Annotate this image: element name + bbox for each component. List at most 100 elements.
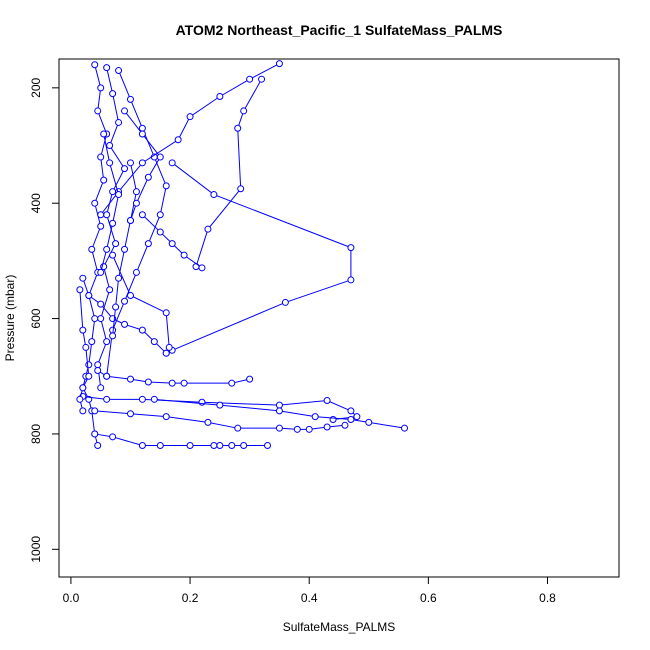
data-point [138,124,146,132]
data-point [138,326,146,334]
data-point [85,372,93,380]
data-point [94,107,102,115]
data-point [216,441,224,449]
data-point [126,292,134,299]
series-line [195,78,262,267]
data-point [281,298,289,306]
data-point [126,375,134,383]
data-point [97,315,105,323]
data-point [94,366,102,374]
series-line [100,63,280,216]
series-line [112,254,170,348]
data-point [323,423,331,431]
data-point [115,274,123,282]
data-point [97,384,105,392]
x-tick-label: 0.8 [539,591,556,605]
data-point [144,240,152,248]
data-point [103,372,111,380]
data-point [150,395,158,403]
data-point [109,251,117,259]
data-point [85,361,93,369]
data-point [311,413,319,421]
data-point [97,300,105,308]
data-point [210,441,218,449]
data-series [109,251,173,351]
data-point [347,244,355,252]
data-point [275,401,283,409]
data-point [106,286,114,294]
data-point [115,67,123,75]
data-point [180,251,188,259]
data-point [76,395,84,403]
data-point [365,418,373,426]
data-point [156,153,164,161]
x-tick-label: 0.0 [63,591,80,605]
data-series [162,159,355,357]
data-point [121,320,129,328]
data-series [97,60,283,219]
data-point [112,240,120,248]
data-point [275,407,283,415]
data-point [293,425,301,433]
data-point [106,159,114,167]
data-point [162,413,170,421]
data-point [216,401,224,409]
data-point [347,407,355,415]
data-point [94,441,102,449]
data-point [132,268,140,276]
data-point [100,176,108,184]
data-point [109,219,117,227]
data-point [88,338,96,346]
data-point [121,107,129,115]
data-point [121,165,129,173]
x-tick-label: 0.2 [182,591,199,605]
data-point [210,191,218,199]
data-series [192,75,266,271]
data-point [103,64,111,72]
data-point [115,191,123,199]
data-point [79,274,87,282]
data-series [91,407,349,433]
data-point [138,211,146,219]
data-point [109,332,117,340]
data-point [103,338,111,346]
y-tick-label: 800 [29,424,43,444]
data-point [258,75,266,83]
data-point [97,268,105,276]
data-point [234,124,242,132]
x-tick-label: 0.6 [420,591,437,605]
y-tick-label: 200 [29,78,43,98]
data-point [323,396,331,404]
data-point [138,441,146,449]
data-point [132,199,140,207]
y-axis-label: Pressure (mbar) [3,275,17,362]
data-point [97,222,105,230]
series-line [100,133,120,273]
data-point [275,424,283,432]
data-point [91,430,99,438]
data-point [198,264,206,272]
series-line [97,370,250,384]
data-point [109,433,117,441]
data-point [275,60,283,68]
data-point [186,441,194,449]
data-point [103,245,111,253]
data-point [347,416,355,424]
data-point [109,90,117,98]
data-point [94,361,102,369]
data-point [228,379,236,387]
data-point [240,107,248,115]
data-point [246,375,254,383]
data-series [150,395,409,432]
data-point [156,211,164,219]
data-point [162,309,170,317]
data-point [121,297,129,305]
data-point [126,410,134,418]
data-point [97,211,105,219]
y-axis: 200 400 600 800 1000 [29,78,60,563]
data-point [79,384,87,392]
x-axis-label: SulfateMass_PALMS [283,620,396,634]
data-point [204,225,212,233]
data-series [97,130,123,276]
